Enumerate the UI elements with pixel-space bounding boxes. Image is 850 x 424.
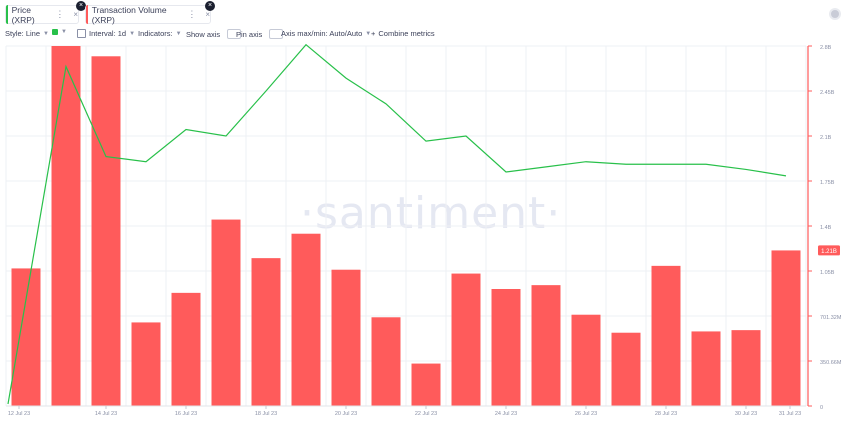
price-series-line[interactable] [7, 43, 787, 405]
pin-axis-toggle[interactable]: Pin axis [236, 29, 284, 39]
volume-bar[interactable] [531, 285, 561, 406]
chevron-down-icon: ▼ [129, 30, 136, 37]
settings-icon[interactable] [831, 10, 839, 18]
price-line [7, 43, 787, 405]
y-axis-tick-label: 2.1B [820, 135, 832, 141]
y-axis-tick-label: 2.45B [820, 90, 835, 96]
close-badge-icon[interactable]: × [76, 1, 86, 11]
calendar-icon [77, 29, 86, 38]
axis-maxmin-dropdown[interactable]: Axis max/min: Auto/Auto ▼ [281, 29, 371, 38]
metric-tab-label: Price (XRP) [11, 4, 35, 25]
volume-bar[interactable] [771, 250, 801, 406]
price-color-indicator [6, 5, 8, 24]
remove-metric-icon[interactable]: × [205, 10, 210, 19]
volume-bar[interactable] [611, 332, 641, 406]
y-axis-tick-label: 1.4B [820, 225, 832, 231]
metric-tab-transaction-volume[interactable]: Transaction Volume (XRP) ⋮ × × [85, 1, 215, 25]
x-axis-tick-label: 14 Jul 23 [95, 411, 117, 417]
toggle-icon [269, 29, 284, 39]
y-axis: 2.8B 2.45B 2.1B 1.75B 1.4B 1.05B 701.32M 350.66… [807, 45, 842, 411]
volume-bar[interactable] [651, 265, 681, 406]
chevron-down-icon: ▼ [43, 30, 49, 37]
style-label: Style: Line [5, 29, 41, 38]
x-axis-tick-label: 28 Jul 23 [655, 411, 677, 417]
volume-bar[interactable] [571, 314, 601, 406]
current-value-badge [818, 245, 840, 256]
combine-metrics-label: Combine metrics [378, 29, 435, 38]
volume-bar[interactable] [51, 46, 81, 406]
x-axis-tick-label: 12 Jul 23 [8, 411, 30, 417]
show-axis-toggle[interactable]: Show axis [186, 29, 242, 39]
chevron-down-icon: ▼ [175, 30, 182, 37]
volume-bar[interactable] [331, 269, 361, 406]
chart-grid [5, 45, 807, 407]
x-axis-tick-label: 30 Jul 23 [735, 411, 757, 417]
show-axis-label: Show axis [186, 29, 221, 39]
axis-maxmin-label: Axis max/min: Auto/Auto [281, 29, 363, 38]
x-axis-tick-label: 18 Jul 23 [255, 411, 277, 417]
more-options-icon[interactable]: ⋮ [187, 9, 197, 19]
volume-bar[interactable] [171, 292, 201, 406]
metric-tab-label: Transaction Volume (XRP) [91, 4, 167, 25]
chart-toolbar: Style: Line ▼ ▼ Interval: 1d ▼ Indicator… [0, 28, 850, 42]
volume-bar[interactable] [731, 330, 761, 406]
y-axis-tick-label: 1.05B [820, 270, 835, 276]
volume-bar[interactable] [371, 317, 401, 406]
interval-label: Interval: 1d [89, 29, 127, 38]
volume-bar[interactable] [131, 322, 161, 406]
close-badge-icon[interactable]: × [205, 1, 215, 11]
volume-color-indicator [86, 5, 88, 24]
chevron-down-icon: ▼ [365, 30, 372, 37]
volume-bar[interactable] [251, 258, 281, 406]
indicators-label: Indicators: [138, 29, 173, 38]
more-options-icon[interactable]: ⋮ [55, 9, 65, 19]
color-picker[interactable]: ▼ [52, 29, 67, 35]
volume-bar[interactable] [211, 219, 241, 406]
y-axis-tick-label: 2.8B [820, 45, 832, 51]
y-axis-tick-label: 350.66M [820, 360, 842, 366]
x-axis-tick-label: 20 Jul 23 [335, 411, 357, 417]
x-axis-tick-label: 24 Jul 23 [495, 411, 517, 417]
plus-icon: + [371, 29, 376, 38]
toggle-icon [227, 29, 242, 39]
y-axis-tick-label: 701.32M [820, 315, 842, 321]
x-axis: 12 Jul 23 14 Jul 23 16 Jul 23 18 Jul 23 20 J… [6, 405, 806, 417]
x-axis-tick-label: 31 Jul 23 [779, 411, 801, 417]
color-swatch [52, 29, 58, 35]
volume-bars [11, 46, 801, 407]
combine-metrics-button[interactable]: + Combine metrics [371, 29, 435, 38]
volume-bar[interactable] [491, 289, 521, 406]
volume-bar[interactable] [691, 331, 721, 406]
volume-bar[interactable] [411, 363, 441, 406]
y-axis-tick-label: 1.75B [820, 180, 835, 186]
x-axis-tick-label: 26 Jul 23 [575, 411, 597, 417]
remove-metric-icon[interactable]: × [73, 10, 78, 19]
volume-bar[interactable] [91, 56, 121, 407]
pin-axis-label: Pin axis [236, 29, 263, 39]
volume-bar[interactable] [11, 268, 41, 406]
y-axis-tick-label: 0 [820, 405, 823, 411]
x-axis-tick-label: 16 Jul 23 [175, 411, 197, 417]
metric-tab-price[interactable]: Price (XRP) ⋮ × × [5, 1, 86, 25]
chevron-down-icon: ▼ [61, 29, 67, 35]
santiment-watermark: ·santiment· [300, 188, 562, 239]
volume-bar[interactable] [291, 233, 321, 406]
current-value-badge-label: 1.21B [821, 249, 837, 255]
volume-bar[interactable] [451, 273, 481, 406]
indicators-dropdown[interactable]: Indicators: ▼ [138, 29, 182, 38]
interval-dropdown[interactable]: Interval: 1d ▼ [77, 29, 135, 38]
x-axis-tick-label: 22 Jul 23 [415, 411, 437, 417]
metrics-bar: Price (XRP) ⋮ × × Transaction Volume (XR… [0, 0, 850, 28]
style-dropdown[interactable]: Style: Line ▼ [5, 29, 49, 38]
